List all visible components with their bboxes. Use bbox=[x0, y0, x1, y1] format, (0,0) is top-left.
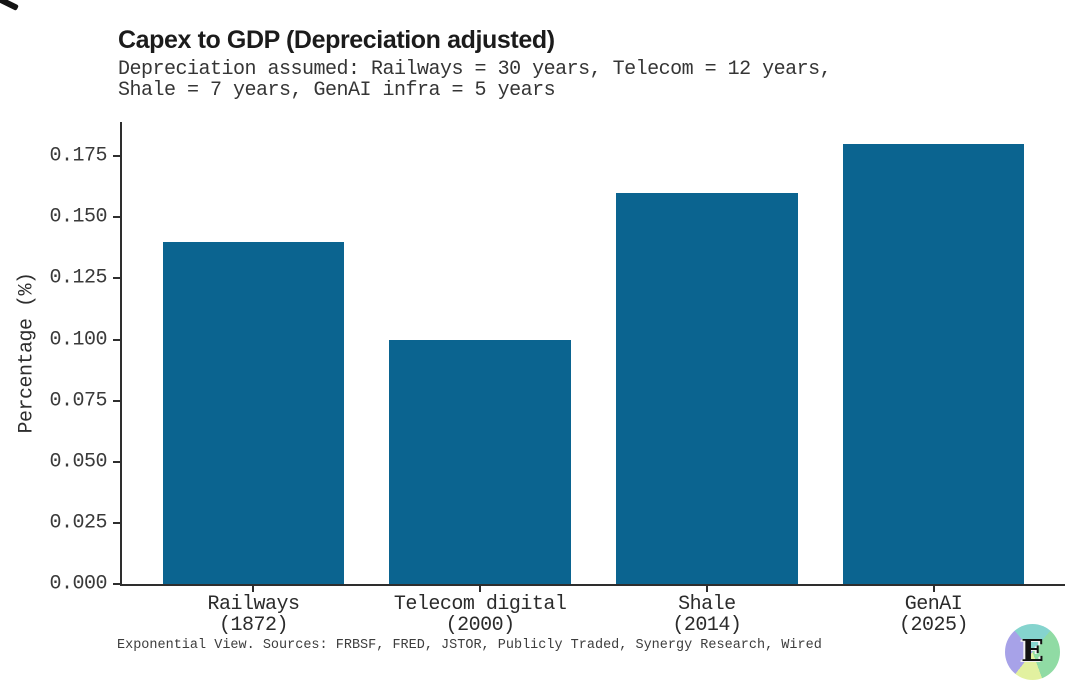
bar-shale bbox=[616, 192, 798, 584]
y-tick-0.000 bbox=[113, 583, 122, 585]
bar-railways bbox=[162, 241, 345, 584]
x-tick-railways bbox=[252, 584, 255, 592]
chart-subtitle-line-1: Depreciation assumed: Railways = 30 year… bbox=[118, 58, 832, 81]
x-tick-genai bbox=[932, 584, 935, 592]
bar-telecom-digital bbox=[389, 339, 571, 584]
x-tick-label-telecom-digital: Telecom digital (2000) bbox=[393, 593, 567, 637]
y-tick-label-0.100: 0.100 bbox=[49, 328, 107, 352]
y-tick-0.175 bbox=[113, 155, 122, 158]
screen-corner-artifact bbox=[0, 0, 19, 11]
y-tick-0.075 bbox=[113, 399, 122, 402]
x-tick-telecom-digital bbox=[479, 584, 482, 592]
x-tick-label-railways: Railways (1872) bbox=[207, 593, 300, 637]
y-tick-label-0.150: 0.150 bbox=[49, 205, 107, 229]
y-tick-label-0.000: 0.000 bbox=[49, 572, 107, 596]
y-tick-0.050 bbox=[113, 460, 122, 463]
y-tick-0.125 bbox=[113, 277, 122, 280]
y-tick-label-0.025: 0.025 bbox=[49, 511, 107, 535]
x-tick-label-shale: Shale (2014) bbox=[672, 593, 742, 637]
y-tick-label-0.175: 0.175 bbox=[49, 144, 107, 168]
y-tick-label-0.075: 0.075 bbox=[49, 389, 107, 413]
bar-genai bbox=[842, 144, 1025, 584]
exponential-view-logo: E bbox=[1005, 624, 1060, 680]
y-tick-label-0.050: 0.050 bbox=[49, 450, 107, 474]
chart-title: Capex to GDP (Depreciation adjusted) bbox=[118, 26, 555, 54]
source-note: Exponential View. Sources: FRBSF, FRED, … bbox=[117, 638, 822, 653]
y-tick-0.150 bbox=[113, 216, 122, 219]
x-tick-shale bbox=[705, 584, 708, 592]
x-tick-label-genai: GenAI (2025) bbox=[899, 593, 969, 637]
logo-letter-e: E bbox=[1021, 634, 1044, 669]
plot-area: 0.000 0.025 0.050 0.075 0.100 0.125 0.150 0.175… bbox=[49, 122, 1065, 636]
y-axis-title: Percentage (%) bbox=[15, 272, 39, 434]
y-tick-0.025 bbox=[113, 521, 122, 524]
y-tick-label-0.125: 0.125 bbox=[49, 266, 107, 290]
y-tick-0.100 bbox=[113, 338, 122, 341]
chart-subtitle-line-2: Shale = 7 years, GenAI infra = 5 years bbox=[118, 79, 556, 102]
